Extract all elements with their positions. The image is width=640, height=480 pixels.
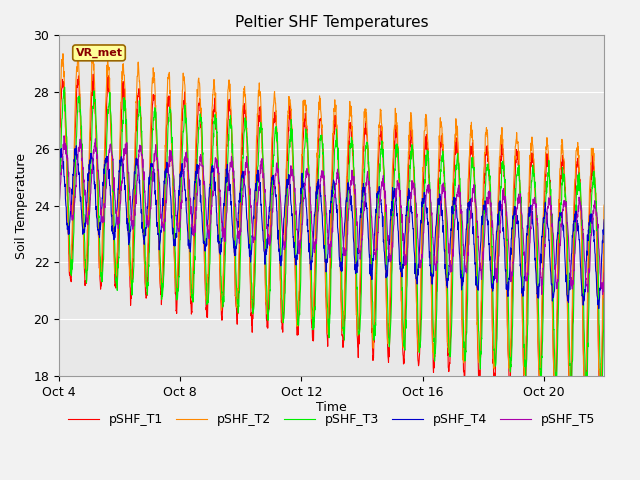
- pSHF_T3: [484, 171, 492, 177]
- pSHF_T2: [584, 228, 592, 234]
- Line: pSHF_T4: pSHF_T4: [59, 146, 604, 309]
- pSHF_T4: [585, 230, 593, 236]
- pSHF_T2: [585, 216, 593, 222]
- pSHF_T2: [600, 202, 608, 208]
- pSHF_T2: [484, 153, 492, 159]
- pSHF_T4: [83, 190, 91, 195]
- pSHF_T4: [600, 217, 608, 223]
- pSHF_T3: [321, 191, 328, 196]
- pSHF_T2: [83, 227, 91, 233]
- pSHF_T2: [55, 140, 63, 145]
- pSHF_T3: [61, 84, 68, 90]
- pSHF_T4: [306, 256, 314, 262]
- pSHF_T1: [585, 249, 593, 254]
- pSHF_T4: [595, 306, 603, 312]
- pSHF_T1: [90, 72, 97, 77]
- pSHF_T3: [582, 392, 590, 398]
- pSHF_T2: [74, 49, 81, 55]
- X-axis label: Time: Time: [316, 401, 347, 414]
- pSHF_T3: [55, 211, 63, 217]
- Y-axis label: Soil Temperature: Soil Temperature: [15, 153, 28, 259]
- pSHF_T4: [484, 234, 492, 240]
- pSHF_T3: [585, 311, 593, 317]
- pSHF_T5: [600, 270, 608, 276]
- pSHF_T5: [83, 221, 91, 227]
- pSHF_T1: [321, 214, 328, 220]
- pSHF_T1: [585, 231, 593, 237]
- pSHF_T5: [306, 184, 314, 190]
- pSHF_T5: [585, 269, 593, 275]
- pSHF_T5: [538, 291, 545, 297]
- pSHF_T5: [585, 266, 593, 272]
- pSHF_T5: [55, 201, 63, 207]
- pSHF_T1: [306, 245, 314, 251]
- pSHF_T1: [600, 225, 608, 230]
- pSHF_T2: [306, 259, 314, 265]
- pSHF_T3: [585, 302, 593, 308]
- Text: VR_met: VR_met: [76, 48, 122, 58]
- pSHF_T4: [584, 227, 592, 233]
- pSHF_T5: [484, 193, 492, 199]
- pSHF_T4: [321, 249, 328, 254]
- pSHF_T4: [72, 143, 80, 149]
- pSHF_T1: [55, 158, 63, 164]
- Line: pSHF_T5: pSHF_T5: [59, 136, 604, 294]
- pSHF_T5: [321, 179, 328, 185]
- pSHF_T4: [55, 162, 63, 168]
- Line: pSHF_T2: pSHF_T2: [59, 52, 604, 398]
- pSHF_T3: [306, 193, 314, 199]
- pSHF_T3: [83, 267, 91, 273]
- pSHF_T3: [600, 296, 608, 301]
- pSHF_T5: [60, 133, 68, 139]
- pSHF_T2: [321, 214, 328, 219]
- Legend: pSHF_T1, pSHF_T2, pSHF_T3, pSHF_T4, pSHF_T5: pSHF_T1, pSHF_T2, pSHF_T3, pSHF_T4, pSHF…: [63, 408, 600, 431]
- Line: pSHF_T3: pSHF_T3: [59, 87, 604, 395]
- pSHF_T1: [83, 265, 91, 271]
- Title: Peltier SHF Temperatures: Peltier SHF Temperatures: [235, 15, 429, 30]
- pSHF_T1: [484, 161, 492, 167]
- Line: pSHF_T1: pSHF_T1: [59, 74, 604, 409]
- pSHF_T1: [582, 407, 589, 412]
- pSHF_T2: [596, 395, 604, 401]
